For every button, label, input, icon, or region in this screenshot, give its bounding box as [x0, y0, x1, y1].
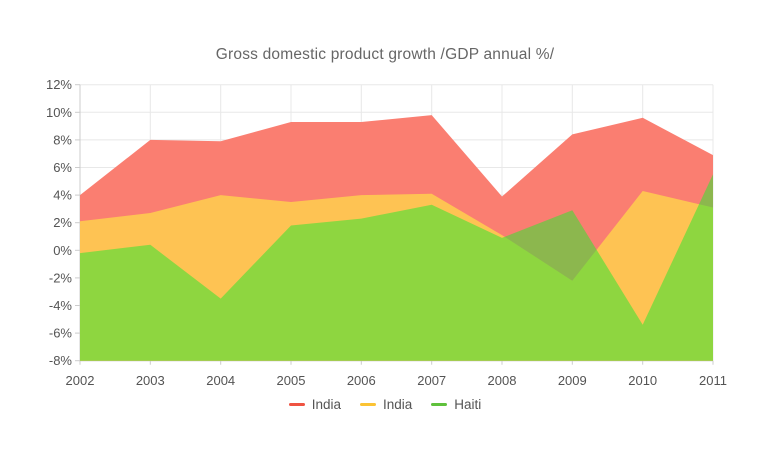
- y-axis-label: 8%: [53, 132, 72, 147]
- y-axis-label: 2%: [53, 215, 72, 230]
- legend-label: Haiti: [454, 397, 482, 412]
- y-axis-label: 10%: [46, 105, 72, 120]
- legend-label: India: [382, 397, 413, 412]
- y-axis-label: -6%: [49, 326, 73, 341]
- x-axis-label: 2005: [277, 373, 306, 388]
- legend-dash-icon: [359, 403, 376, 406]
- x-axis-label: 2011: [699, 373, 727, 388]
- y-axis-label: 0%: [53, 243, 72, 258]
- legend-item-india-red[interactable]: India: [288, 397, 341, 412]
- x-axis-label: 2008: [488, 373, 517, 388]
- x-axis-label: 2007: [417, 373, 446, 388]
- legend-item-haiti[interactable]: Haiti: [431, 397, 481, 412]
- legend-dash-icon: [288, 403, 305, 406]
- x-axis-label: 2004: [206, 373, 235, 388]
- x-axis-label: 2003: [136, 373, 165, 388]
- y-axis-label: -2%: [49, 270, 73, 285]
- legend-dash-icon: [431, 403, 448, 406]
- y-axis-label: 12%: [46, 77, 72, 92]
- y-axis-label: 6%: [53, 160, 72, 175]
- y-axis-label: -4%: [49, 298, 73, 313]
- area-haiti-2[interactable]: [80, 174, 713, 361]
- y-axis-label: 4%: [53, 188, 72, 203]
- x-axis-label: 2010: [628, 373, 657, 388]
- x-axis-label: 2009: [558, 373, 587, 388]
- legend: India India Haiti: [0, 397, 770, 412]
- legend-label: India: [311, 397, 341, 412]
- x-axis-label: 2002: [66, 373, 95, 388]
- chart-title: Gross domestic product growth /GDP annua…: [215, 46, 555, 63]
- y-axis-label: -8%: [49, 353, 73, 368]
- x-axis-label: 2006: [347, 373, 376, 388]
- legend-item-india-yellow[interactable]: India: [359, 397, 413, 412]
